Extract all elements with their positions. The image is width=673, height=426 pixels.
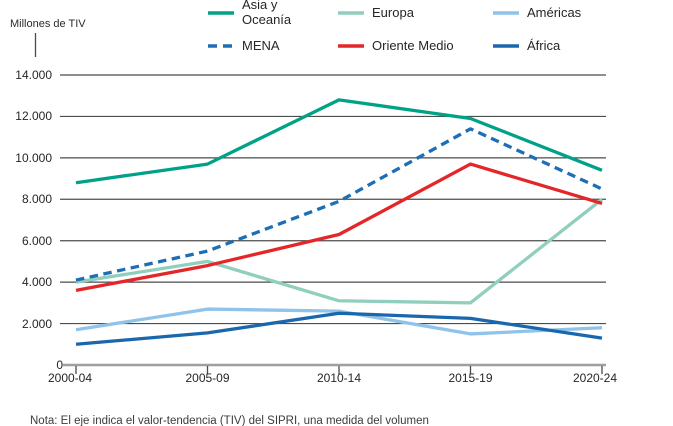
x-tick-label: 2000-04	[47, 371, 93, 385]
y-tick-label: 12.000	[15, 109, 52, 124]
series-line-americas	[75, 307, 603, 336]
y-tick-label: 4.000	[21, 275, 52, 290]
y-tick-label: 2.000	[21, 316, 52, 331]
legend-item-oriente-medio: Oriente Medio	[338, 30, 454, 62]
legend-swatch-asia-y-oceania-icon	[208, 11, 234, 15]
legend-swatch-africa-icon	[493, 44, 519, 48]
y-tick-label: 6.000	[21, 233, 52, 248]
series-line-africa	[75, 311, 603, 346]
x-tick-label: 2005-09	[185, 371, 230, 385]
series-line-oriente-medio	[75, 162, 603, 293]
legend-swatch-europa-icon	[338, 11, 364, 15]
legend-swatch-oriente-medio-icon	[338, 44, 364, 48]
legend-label: África	[527, 37, 561, 53]
legend: Asia y Oceanía Europa Américas MENA Oriente …	[0, 0, 673, 66]
legend-label: Américas	[527, 4, 582, 20]
y-tick-label: 14.000	[15, 68, 52, 82]
y-tick-label: 8.000	[21, 192, 52, 207]
legend-swatch-mena-icon	[208, 44, 234, 48]
y-tick-label: 10.000	[15, 150, 52, 165]
x-tick-label: 2010-14	[316, 371, 362, 385]
y-axis-title: Millones de TIV	[10, 18, 86, 30]
x-tick-label: 2015-19	[448, 371, 493, 385]
legend-item-asia-y-oceania: Asia y Oceanía	[208, 0, 291, 29]
legend-label: Asia y Oceanía	[242, 0, 292, 27]
legend-item-mena: MENA	[208, 30, 280, 62]
series-line-asia-y-oceania	[75, 98, 603, 185]
legend-item-africa: África	[493, 30, 560, 62]
series-line-mena	[75, 127, 603, 282]
series-line-europa	[75, 197, 604, 305]
footnote: Nota: El eje indica el valor-tendencia (…	[30, 415, 429, 426]
legend-item-europa: Europa	[338, 0, 414, 29]
legend-item-americas: Américas	[493, 0, 581, 29]
y-tick-label: 0	[56, 358, 63, 372]
legend-swatch-americas-icon	[493, 11, 519, 15]
legend-label: Oriente Medio	[372, 37, 454, 53]
x-tick-label: 2020-24	[572, 371, 618, 385]
legend-label: Europa	[372, 4, 414, 20]
legend-label: MENA	[242, 37, 280, 53]
